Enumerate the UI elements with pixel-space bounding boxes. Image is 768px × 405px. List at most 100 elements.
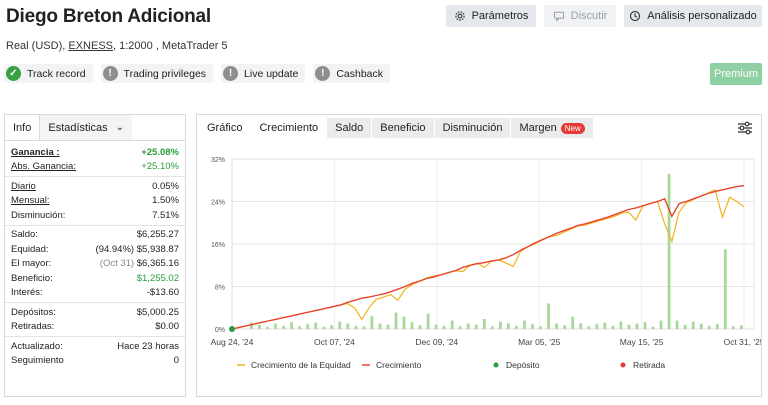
legend-label: Retirada <box>633 360 665 370</box>
volume-bar <box>370 316 374 329</box>
chat-icon <box>553 11 564 22</box>
tab-info[interactable]: Info <box>5 115 41 140</box>
volume-bar <box>290 322 293 329</box>
x-axis-ticks: Aug 24, '24 Oct 07, '24 Dec 09, '24 Mar 05,… <box>211 337 761 347</box>
badge-cashback[interactable]: ! Cashback <box>313 64 391 83</box>
badge-track-record[interactable]: ✓ Track record <box>4 64 93 83</box>
volume-bar <box>595 324 599 329</box>
stat-note: (94.94%) <box>95 243 135 255</box>
stat-interest: Interés: -$13.60 <box>5 286 185 301</box>
stat-value: $5,000.25 <box>136 306 179 318</box>
volume-bar <box>659 320 663 329</box>
stat-label[interactable]: Ganancia : <box>11 146 60 158</box>
volume-bar <box>723 249 727 329</box>
stat-label: Equidad: <box>11 243 49 255</box>
stat-deposits: Depósitos: $5,000.25 <box>5 305 185 320</box>
chart-tabs: Gráfico Crecimiento Saldo Beneficio Dism… <box>197 115 761 141</box>
tab-chart[interactable]: Gráfico <box>199 118 251 138</box>
sliders-icon[interactable] <box>737 120 753 136</box>
badge-trading-privileges[interactable]: ! Trading privileges <box>100 64 214 83</box>
chart-panel: Gráfico Crecimiento Saldo Beneficio Dism… <box>196 114 762 397</box>
tab-profit[interactable]: Beneficio <box>372 118 434 138</box>
parameters-button[interactable]: Parámetros <box>446 5 536 27</box>
tab-drawdown[interactable]: Disminución <box>434 118 511 138</box>
tab-growth[interactable]: Crecimiento <box>251 118 327 138</box>
stat-value: 0.05% <box>152 180 179 192</box>
volume-bar <box>515 325 518 329</box>
gear-icon <box>454 11 465 21</box>
volume-bar <box>474 324 478 329</box>
volume-bar <box>611 325 615 329</box>
volume-bar <box>507 323 510 329</box>
volume-bar <box>450 320 454 329</box>
custom-analysis-button[interactable]: Análisis personalizado <box>624 5 762 27</box>
badge-live-update[interactable]: ! Live update <box>221 64 306 83</box>
custom-analysis-label: Análisis personalizado <box>647 10 757 22</box>
discuss-button[interactable]: Discutir <box>544 5 616 27</box>
stats-list: Ganancia : +25.08% Abs. Ganancia: +25.10% … <box>5 141 185 368</box>
discuss-label: Discutir <box>570 10 608 22</box>
parameters-label: Parámetros <box>471 10 529 22</box>
volume-bar <box>434 324 438 329</box>
volume-bar <box>298 326 301 329</box>
volume-bar <box>466 323 470 329</box>
stat-label: Seguimiento <box>11 355 64 367</box>
volume-bar <box>490 326 494 329</box>
stat-daily: Diario 0.05% <box>5 179 185 194</box>
volume-bar <box>378 323 382 329</box>
stat-label[interactable]: Abs. Ganancia: <box>11 161 76 173</box>
stat-abs-gain: Abs. Ganancia: +25.10% <box>5 160 185 175</box>
stat-balance: Saldo: $6,255.27 <box>5 228 185 243</box>
chevron-down-icon[interactable]: ⌄ <box>115 122 125 133</box>
stat-value: $6,255.27 <box>136 229 179 241</box>
tab-balance[interactable]: Saldo <box>327 118 372 138</box>
stat-label: Saldo: <box>11 229 38 241</box>
volume-bar <box>691 321 695 329</box>
volume-bar <box>410 322 414 329</box>
volume-bar <box>482 318 486 329</box>
stat-highest: El mayor: (Oct 31) $6,365.16 <box>5 257 185 272</box>
stat-label: Depósitos: <box>11 306 56 318</box>
stat-label[interactable]: Mensual: <box>11 195 50 207</box>
legend-label: Crecimiento <box>376 360 422 370</box>
volume-bar <box>354 325 358 329</box>
growth-chart[interactable]: 0% 8% 16% 24% 32% Aug 24, '24 Oct 07, '24 Dec … <box>197 142 761 397</box>
exclamation-icon: ! <box>102 66 118 81</box>
volume-bar <box>603 322 607 329</box>
broker-link[interactable]: EXNESS <box>68 40 113 52</box>
stat-value: $0.00 <box>155 321 179 333</box>
stat-label[interactable]: Diario <box>11 180 36 192</box>
volume-bar <box>675 320 679 329</box>
volume-bar <box>563 325 567 329</box>
premium-button[interactable]: Premium <box>710 63 762 85</box>
badge-label: Live update <box>244 67 299 80</box>
x-tick-label: May 15, '25 <box>620 337 664 347</box>
volume-bar <box>418 325 422 329</box>
stat-value: $1,255.02 <box>136 272 179 284</box>
stat-following: Seguimiento 0 <box>5 354 185 369</box>
stat-equity: Equidad: (94.94%) $5,938.87 <box>5 242 185 257</box>
badge-label: Track record <box>27 67 86 80</box>
legend-swatch <box>493 362 499 368</box>
x-tick-label: Oct 31, '25 <box>724 337 761 347</box>
volume-bar <box>523 320 526 329</box>
y-tick-label: 0% <box>215 327 225 334</box>
deposit-marker <box>229 326 235 332</box>
volume-bar <box>386 324 390 329</box>
stat-value: 0 <box>173 355 179 367</box>
y-tick-label: 24% <box>211 200 225 207</box>
divider <box>5 176 185 177</box>
stat-label: Interés: <box>11 287 43 299</box>
x-tick-label: Oct 07, '24 <box>314 337 355 347</box>
volume-bar <box>394 312 398 329</box>
stat-value: 1.50% <box>152 195 179 207</box>
volume-bar <box>266 326 269 329</box>
tab-statistics[interactable]: Estadísticas ⌄ <box>40 115 133 140</box>
tab-margin[interactable]: Margen New <box>511 118 593 138</box>
volume-bar <box>531 324 534 329</box>
stats-tabs: Info Estadísticas ⌄ <box>5 115 185 141</box>
account-type: Real (USD), <box>6 40 66 52</box>
growth-line <box>231 184 745 330</box>
chart-grid <box>231 158 755 330</box>
volume-bar <box>651 326 655 329</box>
